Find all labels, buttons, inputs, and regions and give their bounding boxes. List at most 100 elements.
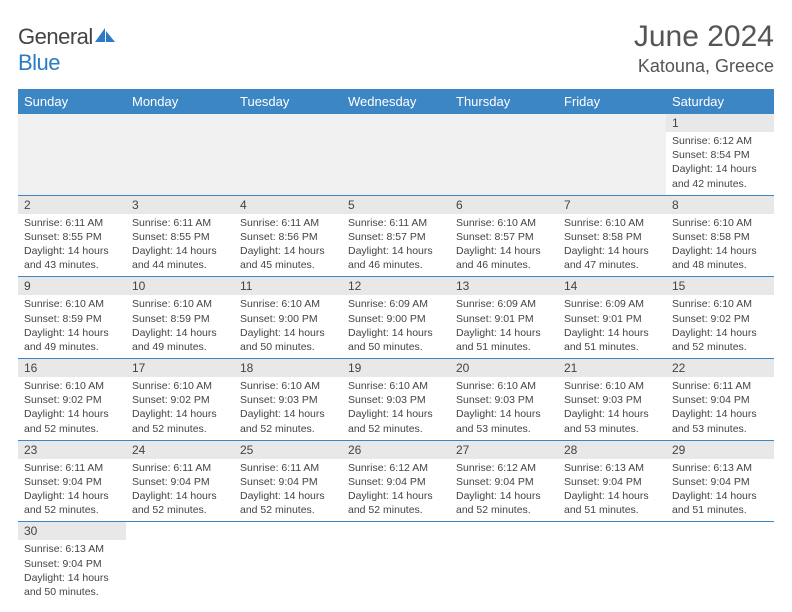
- info-line: and 51 minutes.: [564, 340, 660, 354]
- calendar-cell: 5Sunrise: 6:11 AMSunset: 8:57 PMDaylight…: [342, 195, 450, 277]
- day-info: Sunrise: 6:11 AMSunset: 9:04 PMDaylight:…: [234, 459, 342, 522]
- info-line: Sunset: 9:04 PM: [240, 475, 336, 489]
- day-number: 7: [558, 196, 666, 214]
- info-line: Sunrise: 6:12 AM: [672, 134, 768, 148]
- info-line: Sunset: 9:04 PM: [348, 475, 444, 489]
- calendar-cell: [450, 522, 558, 603]
- info-line: Sunrise: 6:10 AM: [672, 216, 768, 230]
- calendar-table: SundayMondayTuesdayWednesdayThursdayFrid…: [18, 89, 774, 603]
- info-line: Daylight: 14 hours: [348, 326, 444, 340]
- calendar-cell: 7Sunrise: 6:10 AMSunset: 8:58 PMDaylight…: [558, 195, 666, 277]
- info-line: Sunrise: 6:11 AM: [132, 216, 228, 230]
- info-line: and 53 minutes.: [564, 422, 660, 436]
- day-header: Sunday: [18, 89, 126, 114]
- calendar-cell: 11Sunrise: 6:10 AMSunset: 9:00 PMDayligh…: [234, 277, 342, 359]
- calendar-cell: [126, 522, 234, 603]
- info-line: Sunset: 9:04 PM: [456, 475, 552, 489]
- calendar-cell: [342, 522, 450, 603]
- info-line: Sunset: 9:04 PM: [672, 393, 768, 407]
- info-line: and 52 minutes.: [24, 422, 120, 436]
- calendar-cell: 1Sunrise: 6:12 AMSunset: 8:54 PMDaylight…: [666, 114, 774, 195]
- day-number: 23: [18, 441, 126, 459]
- calendar-cell: 4Sunrise: 6:11 AMSunset: 8:56 PMDaylight…: [234, 195, 342, 277]
- day-number: 16: [18, 359, 126, 377]
- info-line: Sunrise: 6:11 AM: [240, 216, 336, 230]
- location-label: Katouna, Greece: [634, 56, 774, 77]
- logo: GeneralBlue: [18, 24, 117, 76]
- info-line: Daylight: 14 hours: [240, 244, 336, 258]
- info-line: Sunset: 9:01 PM: [456, 312, 552, 326]
- calendar-body: 1Sunrise: 6:12 AMSunset: 8:54 PMDaylight…: [18, 114, 774, 603]
- info-line: Sunrise: 6:13 AM: [564, 461, 660, 475]
- info-line: Daylight: 14 hours: [348, 244, 444, 258]
- day-number: 19: [342, 359, 450, 377]
- info-line: Sunset: 9:04 PM: [564, 475, 660, 489]
- info-line: and 50 minutes.: [348, 340, 444, 354]
- calendar-cell: 18Sunrise: 6:10 AMSunset: 9:03 PMDayligh…: [234, 359, 342, 441]
- calendar-row: 1Sunrise: 6:12 AMSunset: 8:54 PMDaylight…: [18, 114, 774, 195]
- day-info: Sunrise: 6:11 AMSunset: 8:57 PMDaylight:…: [342, 214, 450, 277]
- info-line: Sunset: 9:00 PM: [348, 312, 444, 326]
- info-line: Sunset: 8:58 PM: [672, 230, 768, 244]
- calendar-cell: 12Sunrise: 6:09 AMSunset: 9:00 PMDayligh…: [342, 277, 450, 359]
- calendar-cell: 24Sunrise: 6:11 AMSunset: 9:04 PMDayligh…: [126, 440, 234, 522]
- info-line: Daylight: 14 hours: [564, 326, 660, 340]
- day-header: Thursday: [450, 89, 558, 114]
- day-info: Sunrise: 6:09 AMSunset: 9:00 PMDaylight:…: [342, 295, 450, 358]
- info-line: Daylight: 14 hours: [24, 244, 120, 258]
- info-line: Daylight: 14 hours: [132, 326, 228, 340]
- day-info: Sunrise: 6:10 AMSunset: 9:03 PMDaylight:…: [558, 377, 666, 440]
- day-number: 15: [666, 277, 774, 295]
- info-line: Sunrise: 6:11 AM: [240, 461, 336, 475]
- info-line: Sunrise: 6:09 AM: [348, 297, 444, 311]
- day-header: Tuesday: [234, 89, 342, 114]
- day-info: Sunrise: 6:09 AMSunset: 9:01 PMDaylight:…: [558, 295, 666, 358]
- info-line: Sunset: 8:57 PM: [348, 230, 444, 244]
- day-number: 8: [666, 196, 774, 214]
- info-line: Sunset: 9:01 PM: [564, 312, 660, 326]
- day-number: 25: [234, 441, 342, 459]
- day-info: Sunrise: 6:09 AMSunset: 9:01 PMDaylight:…: [450, 295, 558, 358]
- info-line: Sunset: 9:03 PM: [348, 393, 444, 407]
- info-line: and 46 minutes.: [348, 258, 444, 272]
- title-block: June 2024 Katouna, Greece: [634, 20, 774, 77]
- info-line: Sunset: 9:04 PM: [24, 475, 120, 489]
- info-line: and 48 minutes.: [672, 258, 768, 272]
- day-number: 22: [666, 359, 774, 377]
- day-number: 29: [666, 441, 774, 459]
- logo-text: GeneralBlue: [18, 24, 117, 76]
- info-line: Sunrise: 6:12 AM: [456, 461, 552, 475]
- day-info: Sunrise: 6:10 AMSunset: 9:00 PMDaylight:…: [234, 295, 342, 358]
- info-line: Daylight: 14 hours: [348, 489, 444, 503]
- day-info: Sunrise: 6:11 AMSunset: 9:04 PMDaylight:…: [666, 377, 774, 440]
- info-line: Sunrise: 6:11 AM: [24, 461, 120, 475]
- info-line: Sunset: 9:04 PM: [672, 475, 768, 489]
- calendar-cell: 10Sunrise: 6:10 AMSunset: 8:59 PMDayligh…: [126, 277, 234, 359]
- calendar-row: 9Sunrise: 6:10 AMSunset: 8:59 PMDaylight…: [18, 277, 774, 359]
- info-line: and 53 minutes.: [672, 422, 768, 436]
- info-line: Daylight: 14 hours: [564, 244, 660, 258]
- month-title: June 2024: [634, 20, 774, 54]
- day-info: Sunrise: 6:10 AMSunset: 9:03 PMDaylight:…: [234, 377, 342, 440]
- page-header: GeneralBlue June 2024 Katouna, Greece: [18, 20, 774, 77]
- calendar-cell: 17Sunrise: 6:10 AMSunset: 9:02 PMDayligh…: [126, 359, 234, 441]
- info-line: Sunrise: 6:13 AM: [672, 461, 768, 475]
- calendar-cell: [126, 114, 234, 195]
- info-line: Daylight: 14 hours: [456, 326, 552, 340]
- info-line: Sunset: 8:56 PM: [240, 230, 336, 244]
- info-line: Daylight: 14 hours: [564, 489, 660, 503]
- info-line: and 49 minutes.: [132, 340, 228, 354]
- info-line: Sunrise: 6:10 AM: [564, 216, 660, 230]
- info-line: Sunset: 9:04 PM: [24, 557, 120, 571]
- calendar-cell: 30Sunrise: 6:13 AMSunset: 9:04 PMDayligh…: [18, 522, 126, 603]
- info-line: Sunrise: 6:10 AM: [348, 379, 444, 393]
- calendar-cell: 3Sunrise: 6:11 AMSunset: 8:55 PMDaylight…: [126, 195, 234, 277]
- calendar-cell: 19Sunrise: 6:10 AMSunset: 9:03 PMDayligh…: [342, 359, 450, 441]
- day-header: Saturday: [666, 89, 774, 114]
- info-line: Sunset: 9:03 PM: [240, 393, 336, 407]
- info-line: Daylight: 14 hours: [132, 489, 228, 503]
- day-info: Sunrise: 6:10 AMSunset: 9:02 PMDaylight:…: [126, 377, 234, 440]
- info-line: Sunrise: 6:13 AM: [24, 542, 120, 556]
- day-number: 3: [126, 196, 234, 214]
- calendar-cell: 22Sunrise: 6:11 AMSunset: 9:04 PMDayligh…: [666, 359, 774, 441]
